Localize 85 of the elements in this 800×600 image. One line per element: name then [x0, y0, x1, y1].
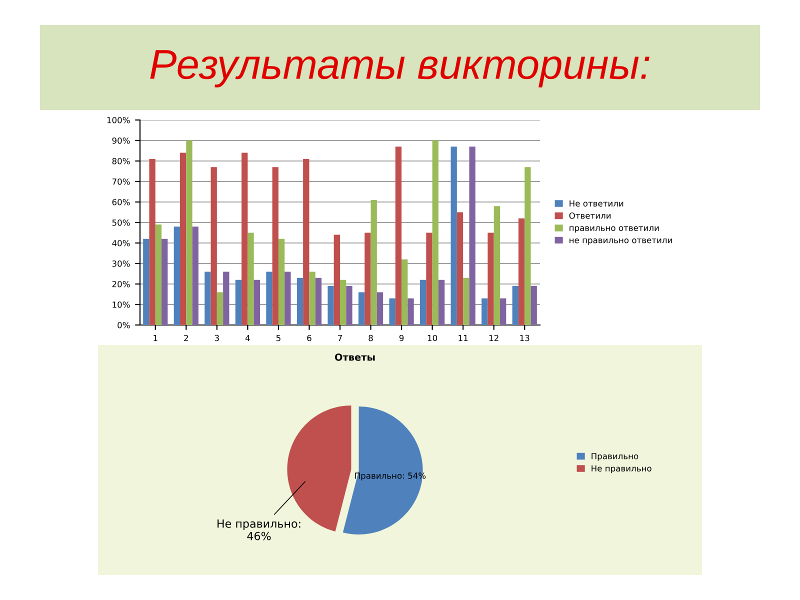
y-tick-label: 80%: [112, 158, 130, 164]
chart-title: Ответы: [334, 353, 375, 361]
x-tick-label: 11: [458, 334, 468, 342]
bar: [420, 280, 426, 325]
y-tick-label: 0%: [118, 322, 130, 328]
bar: [296, 278, 304, 325]
bar: [364, 232, 371, 325]
bar: [210, 167, 217, 325]
bar: [155, 224, 162, 325]
bar: [358, 292, 365, 325]
x-tick-label: 6: [307, 334, 312, 342]
legend-label: не правильно ответили: [570, 238, 672, 245]
bar: [284, 272, 291, 325]
y-tick-label: 50%: [112, 219, 130, 226]
bar: [186, 140, 192, 325]
y-tick-label: 20%: [112, 280, 130, 288]
bar: [463, 278, 470, 325]
bar: [432, 140, 438, 325]
bar: [242, 152, 248, 325]
bar: [426, 232, 432, 325]
y-tick-label: 40%: [112, 240, 130, 246]
bar: [438, 280, 445, 325]
bar: [340, 280, 346, 325]
bar: [223, 272, 230, 325]
bar: [204, 272, 211, 325]
bar: [389, 298, 396, 325]
legend-label: Правильно: [592, 453, 638, 461]
x-tick-label: 3: [214, 334, 219, 342]
bar: [235, 280, 242, 325]
bar: [512, 286, 518, 325]
bar: [370, 200, 377, 325]
x-tick-label: 2: [184, 334, 188, 342]
data-label: Не правильно: 46%: [218, 520, 300, 540]
bar: [309, 272, 316, 325]
bar: [162, 238, 168, 325]
bar: [216, 292, 224, 325]
bar: [500, 298, 506, 325]
x-tick-label: 7: [338, 334, 342, 342]
legend-label: Не правильно: [592, 465, 652, 474]
legend-label: правильно ответили: [570, 226, 659, 233]
y-tick-label: 30%: [112, 260, 130, 267]
x-tick-label: 10: [428, 334, 438, 342]
bar: [192, 226, 198, 325]
x-tick-label: 9: [399, 334, 404, 342]
bar: [328, 286, 334, 325]
bar: [402, 259, 408, 325]
bar: [334, 234, 340, 325]
bar: [272, 167, 278, 325]
y-tick-label: 10%: [112, 301, 130, 308]
legend-label: Не ответили: [570, 200, 624, 207]
bar: [149, 158, 156, 325]
bar: [376, 292, 384, 325]
x-tick-label: 1: [154, 334, 158, 342]
bar: [524, 167, 531, 325]
bar: [482, 298, 488, 325]
y-tick-label: 60%: [112, 198, 130, 206]
bar: [456, 212, 464, 325]
x-tick-label: 5: [276, 334, 280, 342]
x-tick-label: 12: [489, 334, 498, 342]
x-tick-label: 13: [520, 334, 530, 342]
legend-label: Ответили: [569, 212, 611, 219]
bar: [408, 298, 414, 325]
bar: [266, 272, 272, 325]
x-tick-label: 4: [245, 334, 250, 342]
bar: [518, 218, 525, 325]
y-tick-label: 70%: [112, 178, 130, 185]
bar: [315, 278, 322, 325]
bar: [494, 206, 500, 325]
bar: [174, 226, 180, 325]
bar: [248, 232, 254, 325]
bar: [488, 232, 494, 325]
bar: [180, 152, 186, 325]
bar: [143, 238, 150, 325]
bar: [395, 146, 402, 325]
x-tick-label: 8: [368, 334, 373, 342]
y-tick-label: 100%: [107, 116, 130, 124]
bar: [450, 146, 457, 325]
bar: [530, 286, 537, 325]
bar: [254, 280, 260, 325]
bar: [303, 158, 310, 325]
chart-title: Результаты викторины:: [150, 50, 650, 88]
bar: [346, 286, 352, 325]
y-tick-label: 90%: [112, 137, 130, 144]
bar: [278, 238, 285, 325]
bar: [469, 146, 476, 325]
